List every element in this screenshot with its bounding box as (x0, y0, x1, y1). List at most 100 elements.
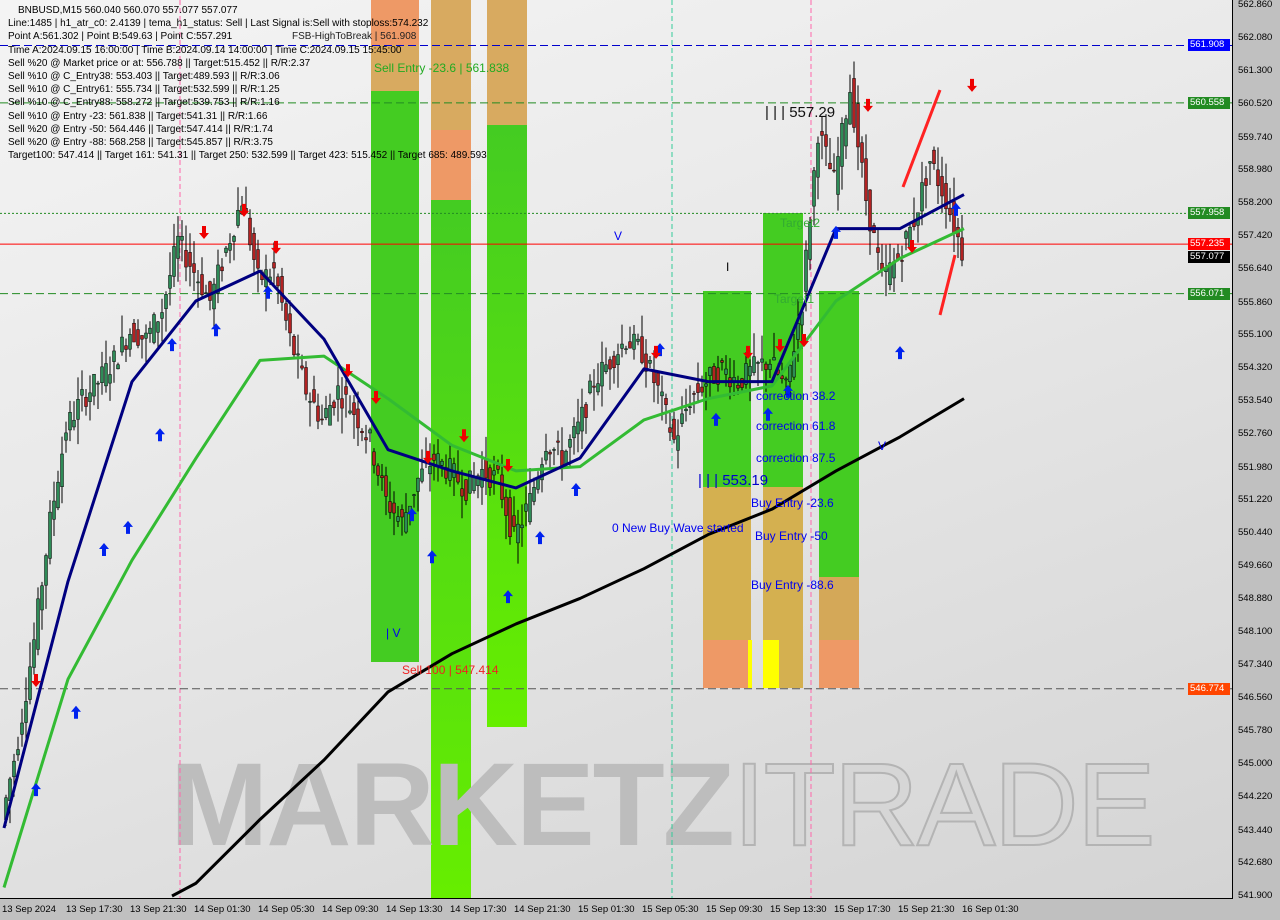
candle-body (876, 247, 880, 253)
candle-body (24, 701, 28, 723)
candle-body (608, 359, 612, 370)
correction-87-label: correction 87.5 (756, 451, 836, 465)
candle-body (40, 585, 44, 611)
candle-body (620, 343, 624, 349)
candle-body (664, 398, 668, 405)
candle-body (516, 523, 520, 544)
sell-arrow-icon (503, 458, 513, 472)
candle-body (256, 249, 260, 269)
candle-body (216, 264, 220, 294)
candle-body (464, 479, 468, 501)
price-tag: 556.071 (1188, 287, 1230, 300)
price-tick-label: 541.900 (1238, 890, 1273, 901)
price-tick-label: 558.200 (1238, 197, 1273, 209)
candle-body (352, 402, 356, 415)
candle-body (760, 358, 764, 363)
buy-arrow-icon (71, 705, 81, 719)
info-line: Line:1485 | h1_atr_c0: 2.4139 | tema_h1_… (8, 18, 429, 30)
time-tick-label: 13 Sep 17:30 (66, 904, 123, 915)
candle-body (124, 345, 128, 350)
price-tick-label: 548.100 (1238, 626, 1273, 638)
price-tick-label: 558.980 (1238, 163, 1273, 175)
sell-arrow-icon (271, 240, 281, 254)
candle-body (572, 426, 576, 439)
candle-body (336, 385, 340, 400)
fsb-label: FSB-HighToBreak | 561.908 (292, 31, 417, 42)
buy-arrow-icon (167, 338, 177, 352)
candle-body (16, 749, 20, 756)
candle-body (164, 294, 168, 309)
candle-body (476, 475, 480, 486)
sell-arrow-icon (863, 98, 873, 112)
candle-body (812, 170, 816, 207)
info-line: Sell %20 @ Entry -50: 564.446 || Target:… (8, 123, 273, 135)
candle-body (204, 292, 208, 294)
candle-body (736, 384, 740, 389)
candle-body (288, 313, 292, 334)
candle-body (604, 364, 608, 372)
candle-body (588, 380, 592, 394)
candle-body (900, 260, 904, 262)
price-tick-label: 551.220 (1238, 493, 1273, 505)
price-tick-label: 545.000 (1238, 758, 1273, 770)
candle-body (808, 222, 812, 260)
candle-body (112, 350, 116, 362)
chart-plot-area[interactable]: MARKETZITRADE BNBUSD,M15 560.040 560.070… (0, 0, 1233, 899)
candle-body (948, 207, 952, 216)
candle-body (432, 453, 436, 461)
candle-body (500, 474, 504, 500)
candle-body (284, 303, 288, 321)
candle-body (376, 465, 380, 476)
candle-body (372, 451, 376, 466)
candle-body (804, 249, 808, 292)
info-line: Sell %10 @ C_Entry38: 553.403 || Target:… (8, 71, 280, 83)
candle-body (88, 392, 92, 402)
level-high-label: | | | 557.29 (765, 104, 836, 121)
candle-body (356, 408, 360, 429)
time-tick-label: 14 Sep 13:30 (386, 904, 443, 915)
candle-body (176, 235, 180, 259)
candle-body (848, 92, 852, 125)
candle-body (28, 666, 32, 700)
candle-body (96, 382, 100, 385)
watermark-part2: ITRADE (732, 739, 1157, 871)
zone-sell-1-top (371, 0, 419, 45)
watermark: MARKETZITRADE (170, 744, 1157, 866)
v-marker-2: | V (386, 626, 401, 640)
sell-arrow-icon (423, 450, 433, 464)
correction-38-label: correction 38.2 (756, 389, 836, 403)
candle-body (636, 338, 640, 342)
candle-body (816, 142, 820, 178)
ma-slow-line (171, 397, 965, 898)
candle-body (468, 470, 472, 494)
candle-body (496, 465, 500, 470)
info-line: Sell %10 @ C_Entry61: 555.734 || Target:… (8, 84, 280, 96)
v-marker-3: V (878, 439, 887, 453)
candle-body (944, 183, 948, 210)
price-tick-label: 545.780 (1238, 725, 1273, 737)
candle-body (544, 450, 548, 461)
candle-body (764, 363, 768, 370)
candle-body (340, 398, 344, 409)
candle-body (624, 348, 628, 350)
candle-body (168, 275, 172, 289)
sell-arrow-icon (651, 345, 661, 359)
candle-body (784, 378, 788, 381)
time-tick-label: 15 Sep 13:30 (770, 904, 827, 915)
candle-body (628, 341, 632, 349)
candle-body (296, 353, 300, 356)
price-tick-label: 544.220 (1238, 791, 1273, 803)
buy-arrow-icon (407, 508, 417, 522)
zone-sell-3-top (487, 0, 527, 125)
candle-body (412, 494, 416, 496)
price-tick-label: 546.560 (1238, 691, 1273, 703)
price-tag: 561.908 (1188, 39, 1230, 52)
sell-arrow-icon (907, 240, 917, 254)
candle-body (504, 496, 508, 516)
price-tick-label: 557.420 (1238, 230, 1273, 242)
sell-100-label: Sell 100 | 547.414 (402, 663, 499, 677)
candle-body (440, 460, 444, 466)
candle-body (616, 354, 620, 366)
candle-body (532, 487, 536, 502)
candle-body (128, 334, 132, 350)
